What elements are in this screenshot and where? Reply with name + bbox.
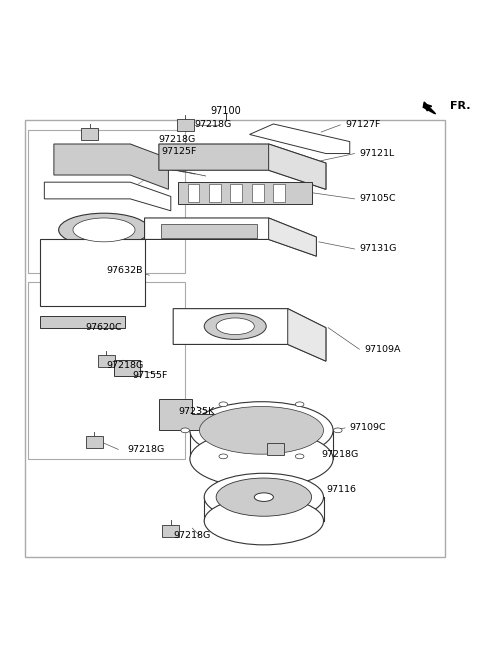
Polygon shape — [269, 144, 326, 190]
Bar — [178, 182, 312, 203]
Ellipse shape — [204, 313, 266, 339]
Polygon shape — [54, 144, 168, 190]
Ellipse shape — [334, 428, 342, 433]
Ellipse shape — [216, 478, 312, 516]
Text: 97125F: 97125F — [161, 147, 197, 156]
Text: 97218G: 97218G — [159, 135, 196, 144]
Bar — [252, 184, 264, 202]
Bar — [39, 316, 125, 328]
Polygon shape — [250, 124, 350, 154]
Text: 97620C: 97620C — [85, 323, 121, 332]
Ellipse shape — [295, 402, 304, 407]
Ellipse shape — [216, 318, 254, 334]
Text: 97218G: 97218G — [128, 445, 165, 454]
Bar — [86, 436, 103, 448]
Text: 97218G: 97218G — [173, 531, 210, 540]
Bar — [98, 355, 115, 367]
Polygon shape — [288, 309, 326, 361]
Text: 97131G: 97131G — [360, 245, 396, 253]
Polygon shape — [159, 399, 216, 430]
Polygon shape — [159, 144, 326, 190]
Text: 97218G: 97218G — [321, 450, 359, 459]
Polygon shape — [144, 218, 316, 256]
Ellipse shape — [204, 473, 324, 521]
Text: 97105C: 97105C — [360, 194, 396, 203]
Text: 97155F: 97155F — [132, 371, 168, 380]
Ellipse shape — [181, 428, 190, 433]
Bar — [274, 184, 285, 202]
Text: 97218G: 97218G — [195, 120, 232, 130]
Bar — [25, 120, 445, 557]
Polygon shape — [44, 182, 171, 211]
Polygon shape — [423, 102, 436, 114]
Bar — [209, 184, 221, 202]
Ellipse shape — [190, 430, 333, 487]
Text: 97218G: 97218G — [107, 361, 144, 370]
Text: 97121L: 97121L — [360, 149, 395, 158]
Bar — [162, 525, 180, 537]
Ellipse shape — [199, 406, 324, 454]
Text: 97116: 97116 — [326, 485, 356, 495]
Text: 97632B: 97632B — [107, 266, 143, 275]
Text: 97235K: 97235K — [178, 407, 214, 416]
Ellipse shape — [204, 497, 324, 545]
Bar — [114, 360, 140, 376]
Text: FR.: FR. — [450, 101, 470, 111]
Ellipse shape — [295, 454, 304, 459]
Bar — [161, 223, 257, 238]
Polygon shape — [269, 218, 316, 256]
Bar — [267, 444, 284, 456]
Ellipse shape — [73, 218, 135, 242]
Text: 97109A: 97109A — [364, 344, 401, 354]
Bar — [28, 130, 185, 273]
Ellipse shape — [219, 454, 228, 459]
Text: 97100: 97100 — [210, 106, 241, 116]
Bar — [230, 184, 242, 202]
Bar — [39, 239, 144, 307]
Bar — [81, 128, 98, 140]
Ellipse shape — [219, 402, 228, 407]
Bar — [177, 119, 194, 131]
Bar — [188, 184, 199, 202]
Ellipse shape — [190, 402, 333, 459]
Ellipse shape — [254, 493, 274, 501]
Text: 97109C: 97109C — [350, 424, 386, 432]
Polygon shape — [173, 309, 326, 361]
Bar — [28, 283, 185, 459]
Text: 97127F: 97127F — [345, 120, 380, 130]
Ellipse shape — [59, 213, 149, 247]
